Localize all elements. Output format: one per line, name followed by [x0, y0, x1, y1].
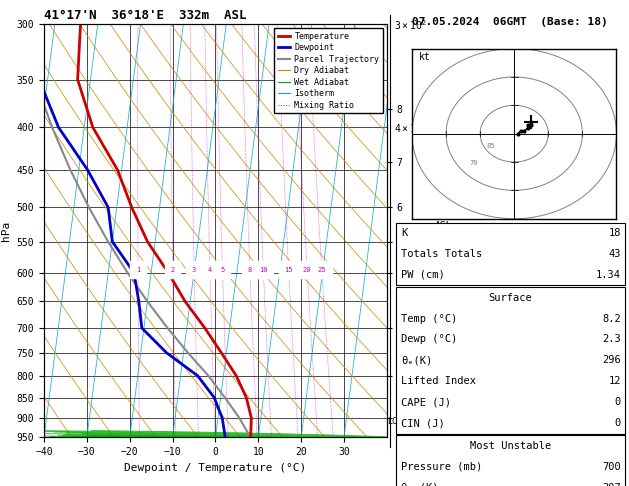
Text: 0: 0 [615, 418, 621, 428]
Text: 700: 700 [602, 462, 621, 472]
Text: 15: 15 [284, 267, 293, 273]
Text: Temp (°C): Temp (°C) [401, 313, 457, 324]
Text: 8: 8 [248, 267, 252, 273]
Text: 43: 43 [608, 249, 621, 259]
Text: Totals Totals: Totals Totals [401, 249, 482, 259]
Text: 1.34: 1.34 [596, 270, 621, 280]
Text: θₑ(K): θₑ(K) [401, 355, 433, 365]
Text: Pressure (mb): Pressure (mb) [401, 462, 482, 472]
Text: 2.3: 2.3 [602, 334, 621, 345]
Text: 20: 20 [303, 267, 311, 273]
Text: 85: 85 [487, 143, 496, 149]
Y-axis label: hPa: hPa [1, 221, 11, 241]
Text: 4: 4 [208, 267, 212, 273]
Text: 2: 2 [170, 267, 175, 273]
Text: 18: 18 [608, 228, 621, 238]
Text: 307: 307 [602, 483, 621, 486]
Text: LCL: LCL [387, 417, 402, 427]
Text: 25: 25 [318, 267, 326, 273]
X-axis label: Dewpoint / Temperature (°C): Dewpoint / Temperature (°C) [125, 463, 306, 473]
Text: Dewp (°C): Dewp (°C) [401, 334, 457, 345]
Text: 1: 1 [136, 267, 140, 273]
Text: Lifted Index: Lifted Index [401, 376, 476, 386]
Text: 3: 3 [192, 267, 196, 273]
Text: Surface: Surface [489, 293, 532, 303]
Text: 07.05.2024  06GMT  (Base: 18): 07.05.2024 06GMT (Base: 18) [411, 17, 608, 27]
Text: 70: 70 [470, 160, 479, 166]
Text: K: K [401, 228, 408, 238]
Text: CIN (J): CIN (J) [401, 418, 445, 428]
Text: 5: 5 [220, 267, 225, 273]
Legend: Temperature, Dewpoint, Parcel Trajectory, Dry Adiabat, Wet Adiabat, Isotherm, Mi: Temperature, Dewpoint, Parcel Trajectory… [274, 29, 382, 113]
Text: Most Unstable: Most Unstable [470, 441, 551, 451]
Text: PW (cm): PW (cm) [401, 270, 445, 280]
Text: 12: 12 [608, 376, 621, 386]
Text: 8.2: 8.2 [602, 313, 621, 324]
Text: θₑ (K): θₑ (K) [401, 483, 439, 486]
Text: kt: kt [419, 52, 431, 62]
Y-axis label: km
ASL: km ASL [435, 209, 453, 231]
Text: 10: 10 [259, 267, 267, 273]
Text: CAPE (J): CAPE (J) [401, 397, 451, 407]
Text: 296: 296 [602, 355, 621, 365]
Text: © weatheronline.co.uk: © weatheronline.co.uk [453, 471, 566, 480]
Text: 0: 0 [615, 397, 621, 407]
Text: 41°17'N  36°18'E  332m  ASL: 41°17'N 36°18'E 332m ASL [44, 9, 247, 22]
